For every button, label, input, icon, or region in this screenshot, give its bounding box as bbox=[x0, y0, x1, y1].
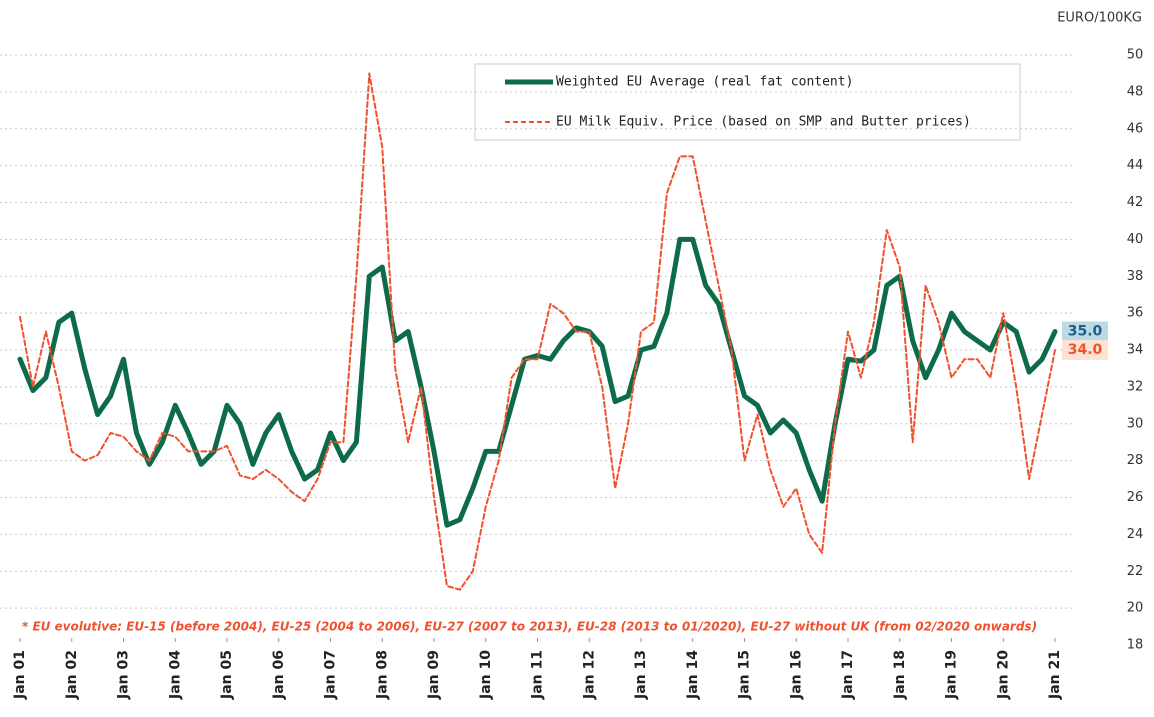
y-tick-label: 18 bbox=[1127, 638, 1144, 653]
x-tick-label: Jan 15 bbox=[737, 650, 753, 700]
x-tick-label: Jan 05 bbox=[219, 650, 235, 700]
y-tick-label: 46 bbox=[1127, 121, 1144, 136]
y-tick-label: 24 bbox=[1127, 527, 1144, 542]
x-tick-label: Jan 07 bbox=[323, 650, 339, 700]
y-tick-label: 40 bbox=[1127, 232, 1144, 247]
x-tick-label: Jan 03 bbox=[116, 650, 132, 700]
y-tick-label: 50 bbox=[1127, 48, 1144, 63]
unit-label: EURO/100KG bbox=[1057, 11, 1142, 26]
y-tick-label: 38 bbox=[1127, 269, 1144, 284]
x-tick-label: Jan 01 bbox=[12, 650, 28, 700]
x-tick-label: Jan 14 bbox=[685, 650, 701, 700]
x-tick-label: Jan 13 bbox=[633, 650, 649, 700]
y-tick-label: 48 bbox=[1127, 84, 1144, 99]
y-tick-label: 36 bbox=[1127, 306, 1144, 321]
y-tick-label: 22 bbox=[1127, 564, 1144, 579]
legend-label: EU Milk Equiv. Price (based on SMP and B… bbox=[556, 115, 971, 130]
x-tick-label: Jan 17 bbox=[840, 650, 856, 700]
series-line bbox=[17, 236, 1058, 528]
x-tick-label: Jan 02 bbox=[64, 650, 80, 700]
value-label-bg bbox=[1062, 340, 1108, 360]
x-tick-label: Jan 10 bbox=[478, 650, 494, 700]
x-tick-label: Jan 18 bbox=[892, 650, 908, 700]
y-tick-label: 34 bbox=[1127, 343, 1144, 358]
y-tick-label: 42 bbox=[1127, 195, 1144, 210]
legend-label: Weighted EU Average (real fat content) bbox=[556, 75, 853, 90]
series-line bbox=[19, 72, 1056, 591]
y-tick-label: 26 bbox=[1127, 490, 1144, 505]
value-label: 34.0 bbox=[1068, 342, 1103, 358]
x-tick-label: Jan 08 bbox=[374, 650, 390, 700]
x-tick-label: Jan 16 bbox=[788, 650, 804, 700]
y-tick-label: 30 bbox=[1127, 416, 1144, 431]
y-tick-label: 44 bbox=[1127, 158, 1144, 173]
x-tick-label: Jan 21 bbox=[1047, 650, 1063, 700]
y-tick-label: 32 bbox=[1127, 379, 1144, 394]
y-tick-label: 28 bbox=[1127, 453, 1144, 468]
value-label: 35.0 bbox=[1068, 324, 1103, 340]
footnote: * EU evolutive: EU-15 (before 2004), EU-… bbox=[22, 620, 1037, 634]
x-tick-label: Jan 04 bbox=[167, 650, 183, 700]
legend-box bbox=[474, 63, 1021, 141]
x-tick-label: Jan 06 bbox=[271, 650, 287, 700]
x-tick-label: Jan 11 bbox=[530, 650, 546, 700]
x-tick-label: Jan 19 bbox=[944, 650, 960, 700]
x-tick-label: Jan 12 bbox=[581, 650, 597, 700]
y-tick-label: 20 bbox=[1127, 601, 1144, 616]
x-tick-label: Jan 09 bbox=[426, 650, 442, 700]
value-label-bg bbox=[1062, 321, 1108, 342]
x-tick-label: Jan 20 bbox=[995, 650, 1011, 700]
